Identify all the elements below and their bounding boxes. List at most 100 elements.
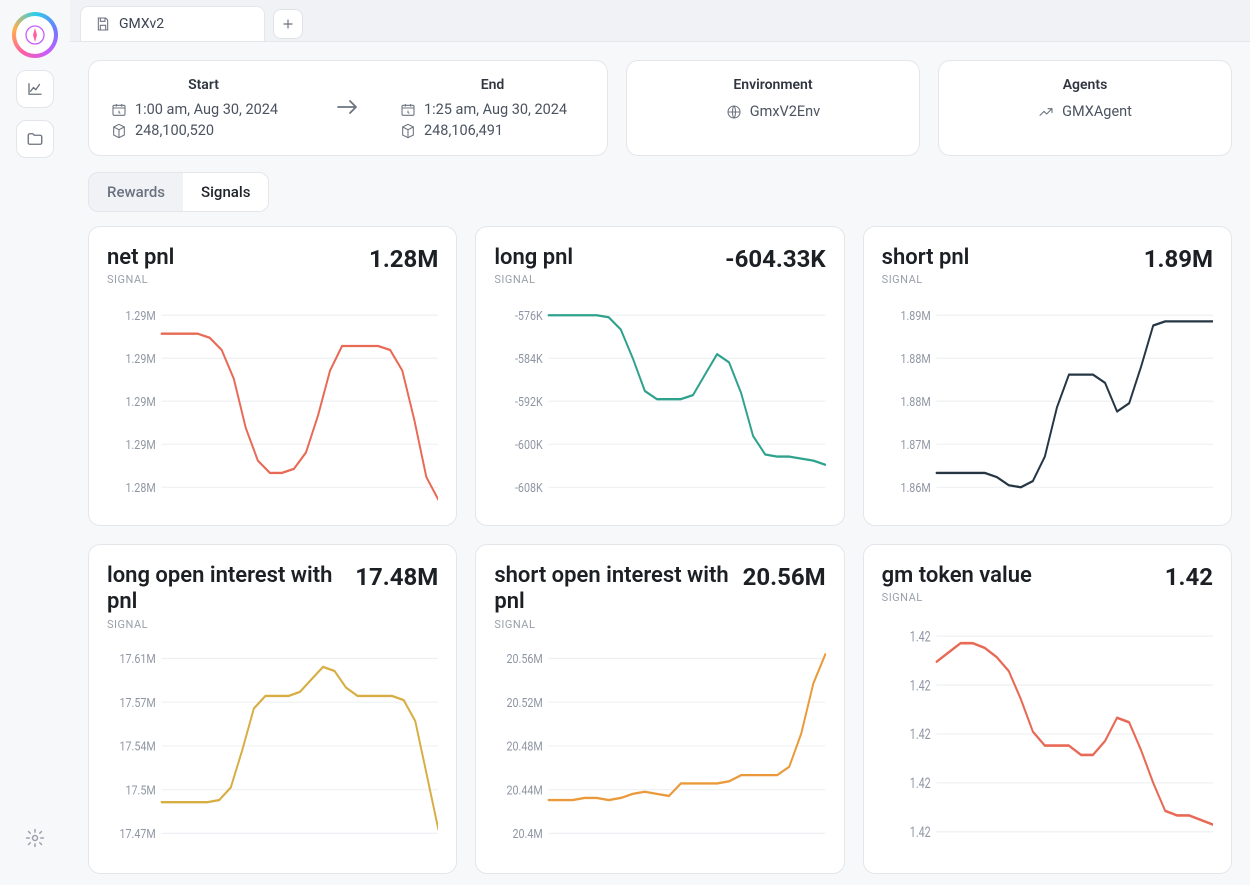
chart-value: 17.48M bbox=[355, 563, 438, 591]
chart-series bbox=[162, 667, 439, 829]
chart-subtitle: SIGNAL bbox=[107, 273, 174, 286]
y-axis-label: -600K bbox=[515, 437, 543, 452]
y-axis-label: 1.87M bbox=[900, 437, 930, 452]
y-axis-label: 20.4M bbox=[513, 826, 543, 841]
chart-svg: 17.61M 17.57M 17.54M 17.5M 17.47M bbox=[107, 639, 438, 861]
end-label: End bbox=[400, 77, 585, 93]
y-axis-label: 17.61M bbox=[119, 651, 155, 666]
y-axis-label: 1.42 bbox=[909, 629, 930, 646]
tab-rewards[interactable]: Rewards bbox=[89, 173, 183, 211]
chart-series bbox=[549, 654, 826, 800]
header-cards: Start 1:00 am, Aug 30, 2024 248,100,520 bbox=[88, 60, 1232, 156]
chart-subtitle: SIGNAL bbox=[494, 618, 730, 631]
y-axis-label: 1.29M bbox=[125, 351, 155, 366]
y-axis-label: 1.29M bbox=[125, 308, 155, 323]
chart-plot: 1.29M 1.29M 1.29M 1.29M 1.28M bbox=[107, 294, 438, 513]
start-block: 248,100,520 bbox=[135, 122, 214, 139]
y-axis-label: 1.42 bbox=[909, 825, 930, 842]
chart-svg: 20.56M20.52M20.48M20.44M20.4M bbox=[494, 639, 825, 861]
charts-grid: net pnl SIGNAL 1.28M 1.29M1.29M1.29M1.29… bbox=[88, 226, 1232, 874]
compass-icon bbox=[23, 23, 47, 47]
chart-title: gm token value bbox=[882, 563, 1032, 589]
clock-icon bbox=[111, 102, 127, 118]
chart-series bbox=[936, 322, 1213, 488]
chart-plot: -576K -584K -592K -600K -608K bbox=[494, 294, 825, 513]
start-label: Start bbox=[111, 77, 296, 93]
block-icon bbox=[400, 123, 416, 139]
chart-plot: 1.89M1.88M1.88M1.87M1.86M bbox=[882, 294, 1213, 513]
chart-card-long-oi: long open interest with pnl SIGNAL 17.48… bbox=[88, 544, 457, 874]
chart-svg: 1.421.421.421.421.42 bbox=[882, 612, 1213, 861]
agents-label: Agents bbox=[961, 77, 1209, 93]
nav-analytics[interactable] bbox=[16, 70, 54, 108]
add-tab-button[interactable] bbox=[273, 9, 303, 39]
side-rail bbox=[0, 0, 70, 885]
chart-value: 1.89M bbox=[1144, 245, 1213, 273]
environment-value: GmxV2Env bbox=[750, 103, 820, 120]
chart-value: 1.42 bbox=[1165, 563, 1213, 591]
chart-plot: 17.61M 17.57M 17.54M 17.5M 17.47M bbox=[107, 639, 438, 861]
chart-subtitle: SIGNAL bbox=[494, 273, 573, 286]
chart-plot: 20.56M20.52M20.48M20.44M20.4M bbox=[494, 639, 825, 861]
chart-value: 20.56M bbox=[743, 563, 826, 591]
end-time: 1:25 am, Aug 30, 2024 bbox=[424, 101, 567, 118]
file-tabbar: GMXv2 bbox=[70, 0, 1250, 42]
y-axis-label: -576K bbox=[515, 308, 543, 323]
block-icon bbox=[111, 123, 127, 139]
y-axis-label: 1.29M bbox=[125, 394, 155, 409]
chart-title: short pnl bbox=[882, 245, 970, 271]
chart-value: -604.33K bbox=[725, 245, 826, 273]
file-tab-label: GMXv2 bbox=[119, 16, 164, 32]
nav-settings[interactable] bbox=[16, 819, 54, 857]
y-axis-label: 1.29M bbox=[125, 437, 155, 452]
agents-value: GMXAgent bbox=[1062, 103, 1132, 120]
y-axis-label: 1.42 bbox=[909, 776, 930, 793]
line-chart-icon bbox=[26, 80, 44, 98]
arrow-right-icon bbox=[336, 96, 360, 120]
chart-value: 1.28M bbox=[369, 245, 438, 273]
globe-icon bbox=[726, 104, 742, 120]
folder-icon bbox=[26, 130, 44, 148]
gear-icon bbox=[25, 828, 45, 848]
start-time: 1:00 am, Aug 30, 2024 bbox=[135, 101, 278, 118]
y-axis-label: -608K bbox=[515, 480, 543, 495]
chart-card-gm-token: gm token value SIGNAL 1.42 1.42 1.42 1.42 1… bbox=[863, 544, 1232, 874]
y-axis-label: 17.57M bbox=[119, 695, 155, 710]
file-tab[interactable]: GMXv2 bbox=[80, 6, 265, 41]
chart-card-short-oi: short open interest with pnl SIGNAL 20.5… bbox=[475, 544, 844, 874]
page-content: Start 1:00 am, Aug 30, 2024 248,100,520 bbox=[70, 42, 1250, 885]
chart-plot: 1.421.421.421.421.42 bbox=[882, 612, 1213, 861]
clock-icon bbox=[400, 102, 416, 118]
y-axis-label: 1.28M bbox=[125, 480, 155, 495]
environment-card: Environment GmxV2Env bbox=[626, 60, 920, 156]
chart-card-long-pnl: long pnl SIGNAL -604.33K -576K-584K-592K… bbox=[475, 226, 844, 526]
y-axis-label: 20.48M bbox=[507, 738, 543, 753]
time-range-card: Start 1:00 am, Aug 30, 2024 248,100,520 bbox=[88, 60, 608, 156]
app-logo[interactable] bbox=[12, 12, 58, 58]
nav-files[interactable] bbox=[16, 120, 54, 158]
end-block: 248,106,491 bbox=[424, 122, 503, 139]
y-axis-label: -584K bbox=[515, 351, 543, 366]
chart-title: net pnl bbox=[107, 245, 174, 271]
y-axis-label: 17.54M bbox=[119, 738, 155, 753]
y-axis-label: 17.47M bbox=[119, 826, 155, 841]
y-axis-label: 1.88M bbox=[900, 394, 930, 409]
chart-title: short open interest with pnl bbox=[494, 563, 730, 616]
y-axis-label: 1.42 bbox=[909, 727, 930, 744]
chart-subtitle: SIGNAL bbox=[107, 618, 343, 631]
tab-signals[interactable]: Signals bbox=[183, 173, 268, 211]
chart-subtitle: SIGNAL bbox=[882, 591, 1032, 604]
trend-up-icon bbox=[1038, 104, 1054, 120]
y-axis-label: 1.86M bbox=[900, 480, 930, 495]
chart-subtitle: SIGNAL bbox=[882, 273, 970, 286]
chart-svg: -576K -584K -592K -600K -608K bbox=[494, 294, 825, 513]
y-axis-label: 1.88M bbox=[900, 351, 930, 366]
agents-card: Agents GMXAgent bbox=[938, 60, 1232, 156]
environment-label: Environment bbox=[649, 77, 897, 93]
chart-series bbox=[549, 316, 826, 465]
chart-svg: 1.89M1.88M1.88M1.87M1.86M bbox=[882, 294, 1213, 513]
y-axis-label: 20.56M bbox=[507, 651, 543, 666]
view-tabs: Rewards Signals bbox=[88, 172, 269, 212]
y-axis-label: 17.5M bbox=[125, 782, 155, 797]
y-axis-label: -592K bbox=[515, 394, 543, 409]
